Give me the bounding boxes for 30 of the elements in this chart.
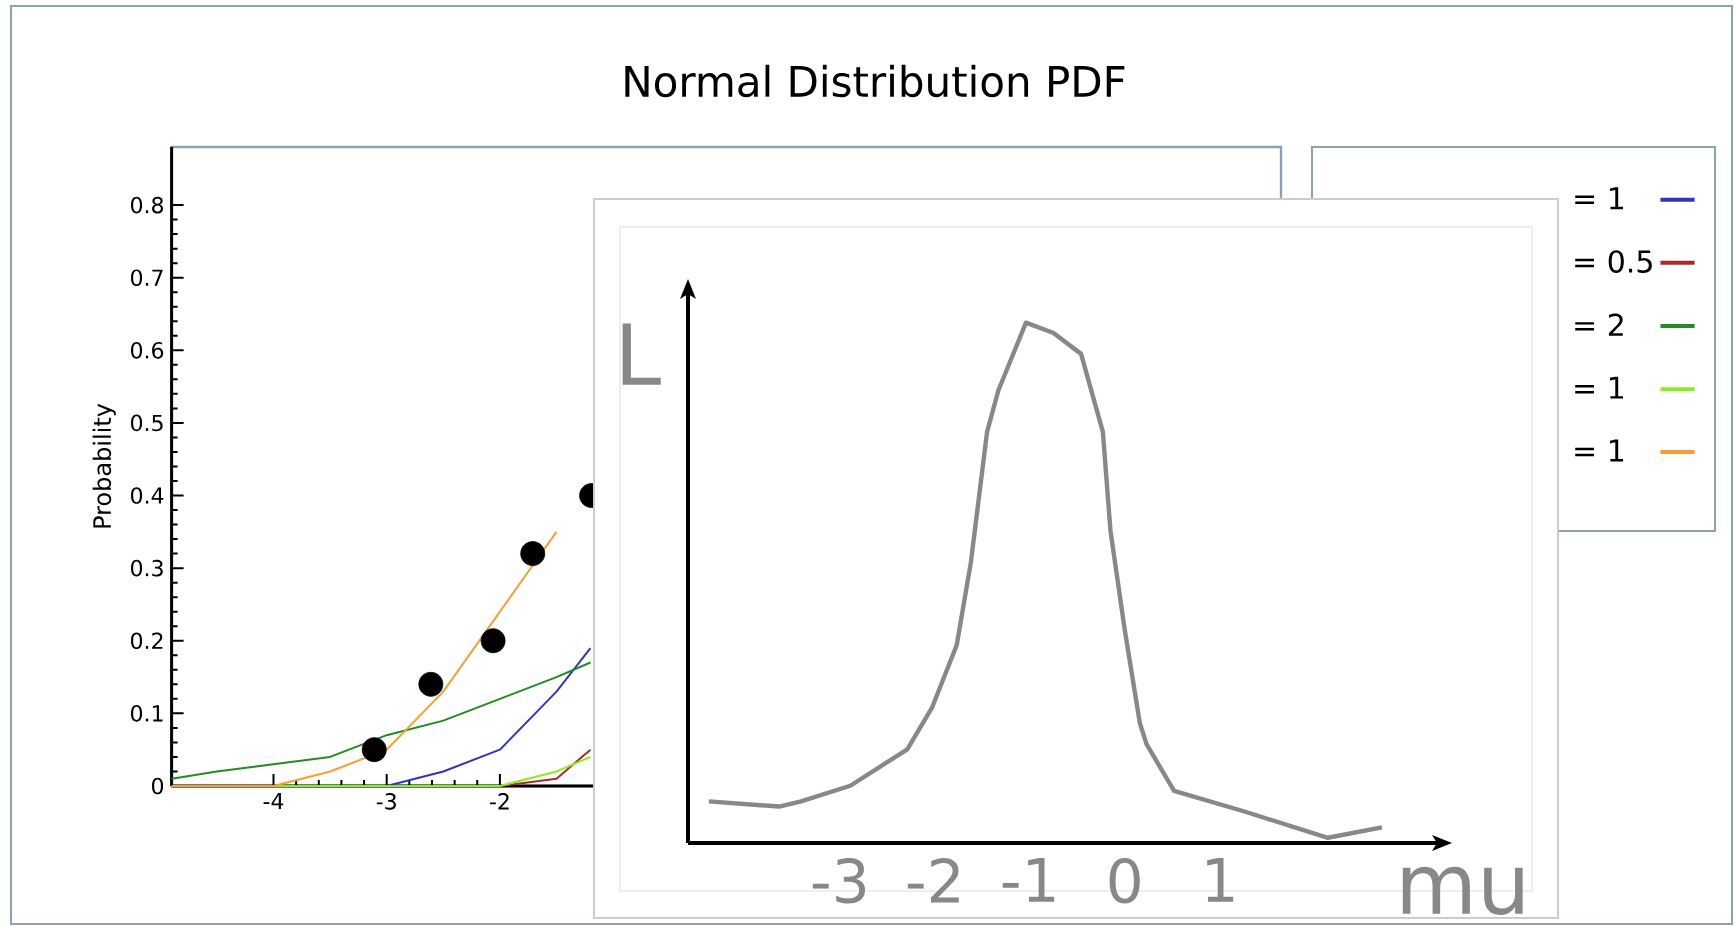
x-axis-title: mu	[1402, 866, 1523, 915]
y-axis-title: Probability	[92, 403, 116, 528]
x-tick-label: 0	[1109, 858, 1140, 904]
x-tick-label: -4	[263, 793, 284, 810]
x-tick-label: -3	[812, 858, 866, 904]
legend-label: = 0.5	[1575, 250, 1652, 273]
y-axis-title: L	[622, 323, 661, 385]
y-tick-label: 0.4	[131, 487, 164, 504]
y-tick-label: 0.1	[131, 705, 163, 722]
y-tick-label: 0.7	[131, 269, 163, 287]
x-tick-label: 1	[1207, 858, 1234, 902]
legend-label: = 2	[1575, 313, 1623, 336]
legend-label: = 1	[1575, 187, 1624, 210]
chart-title: Normal Distribution PDF	[625, 64, 1125, 98]
x-tick-label: -3	[376, 793, 396, 810]
point	[480, 628, 506, 654]
y-tick-label: 0.5	[131, 414, 163, 432]
legend-label: = 1	[1575, 439, 1624, 462]
y-tick-label: 0.6	[131, 342, 164, 359]
y-tick-label: 0.2	[131, 632, 163, 650]
point	[361, 737, 387, 763]
y-tick-label: 0	[151, 777, 164, 795]
point	[418, 671, 444, 697]
point	[520, 541, 546, 567]
x-tick-label: -1	[1002, 858, 1055, 902]
y-tick-label: 0.3	[131, 559, 163, 577]
legend-label: = 1	[1575, 376, 1624, 399]
x-tick-label: -2	[907, 858, 959, 903]
x-tick-label: -2	[489, 793, 509, 810]
y-tick-label: 0.8	[131, 196, 164, 214]
